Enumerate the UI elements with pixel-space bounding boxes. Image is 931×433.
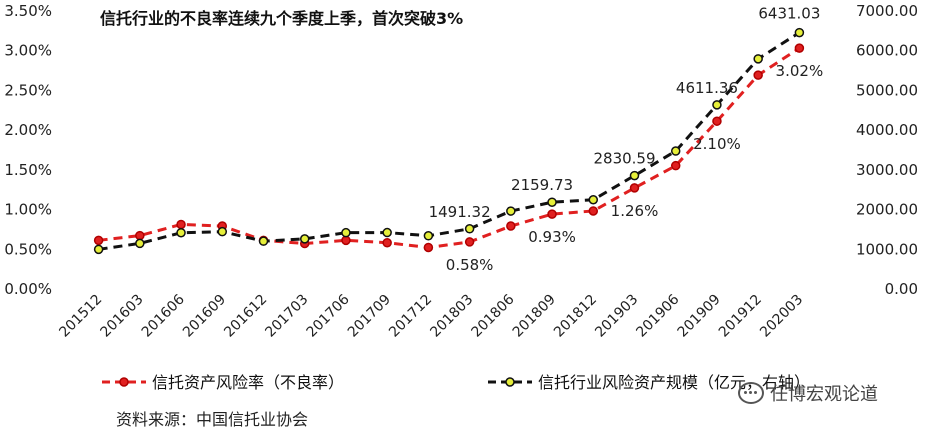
series-point — [629, 170, 640, 181]
right-tick-label: 1000.00 — [856, 240, 918, 258]
series-point — [753, 54, 763, 64]
left-tick-label: 1.00% — [4, 201, 52, 219]
series-point — [506, 221, 516, 231]
left-tick-label: 2.50% — [4, 81, 52, 99]
series-line — [98, 46, 801, 250]
series-point — [93, 244, 104, 255]
series-point — [506, 206, 516, 216]
series-point — [547, 209, 557, 219]
series-point — [341, 235, 351, 246]
data-labels: 0.58% 0.93% 1.26% 2.10% 3.02% 1491.32 2159.73 2… — [429, 5, 824, 274]
plot-background — [0, 0, 931, 398]
series-point — [464, 224, 475, 234]
legend-marker — [119, 377, 129, 387]
left-tick-label: 0.00% — [4, 280, 52, 298]
series-point — [670, 160, 681, 171]
left-tick-label: 0.50% — [4, 240, 52, 258]
chart-title: 信托行业的不良率连续九个季度上季，首次突破3% — [100, 9, 463, 28]
series-point — [588, 195, 599, 205]
watermark: 任博宏观论道 — [738, 380, 878, 406]
series-point — [135, 230, 145, 241]
series-point — [382, 237, 392, 248]
series-point — [258, 236, 269, 246]
data-label: 3.02% — [776, 62, 824, 80]
source-note: 资料来源：中国信托业协会 — [116, 410, 309, 429]
right-tick-label: 5000.00 — [856, 81, 918, 99]
series-point — [341, 227, 351, 238]
series-point — [176, 227, 186, 238]
legend-marker — [505, 377, 515, 387]
series-point — [176, 219, 186, 230]
series-point — [135, 238, 145, 249]
left-tick-label: 3.00% — [4, 42, 52, 60]
data-label: 4611.36 — [676, 79, 738, 97]
data-label: 1.26% — [611, 202, 659, 220]
series-point — [753, 70, 763, 80]
data-label: 1491.32 — [429, 203, 491, 221]
series-point — [794, 27, 805, 38]
right-tick-label: 0.00 — [885, 280, 918, 298]
series-point — [794, 43, 805, 53]
watermark-text: 任博宏观论道 — [770, 384, 878, 405]
series-point — [712, 100, 722, 110]
series-point — [299, 234, 310, 244]
wechat-icon — [738, 382, 764, 404]
right-tick-label: 3000.00 — [856, 161, 918, 179]
left-tick-label: 1.50% — [4, 161, 52, 179]
series-point — [712, 116, 722, 126]
series-point — [670, 146, 681, 156]
series-point — [588, 206, 599, 216]
right-tick-label: 6000.00 — [856, 42, 918, 60]
left-tick-label: 2.00% — [4, 121, 52, 139]
series-point — [382, 227, 392, 238]
right-tick-label: 4000.00 — [856, 121, 918, 139]
series-point — [629, 183, 640, 193]
legend-label: 信托资产风险率（不良率） — [152, 373, 344, 392]
left-axis: 0.00% 0.50% 1.00% 1.50% 2.00% 2.50% 3.00% 3.50% — [4, 2, 52, 298]
series-point — [93, 235, 104, 246]
right-tick-label: 2000.00 — [856, 201, 918, 219]
data-label: 6431.03 — [758, 5, 820, 23]
right-tick-label: 7000.00 — [856, 2, 918, 20]
data-label: 2.10% — [693, 135, 741, 153]
right-axis: 0.00 1000.00 2000.00 3000.00 4000.00 5000.00 6… — [856, 2, 918, 298]
series-layer — [93, 27, 805, 255]
series-point — [423, 231, 434, 241]
data-label: 2159.73 — [511, 176, 573, 194]
series-point — [423, 242, 434, 253]
data-label: 0.58% — [446, 256, 494, 274]
data-label: 2830.59 — [593, 150, 655, 168]
left-tick-label: 3.50% — [4, 2, 52, 20]
series-point — [464, 237, 475, 247]
data-label: 0.93% — [528, 228, 576, 246]
series-point — [217, 226, 228, 237]
series-point — [547, 197, 557, 207]
